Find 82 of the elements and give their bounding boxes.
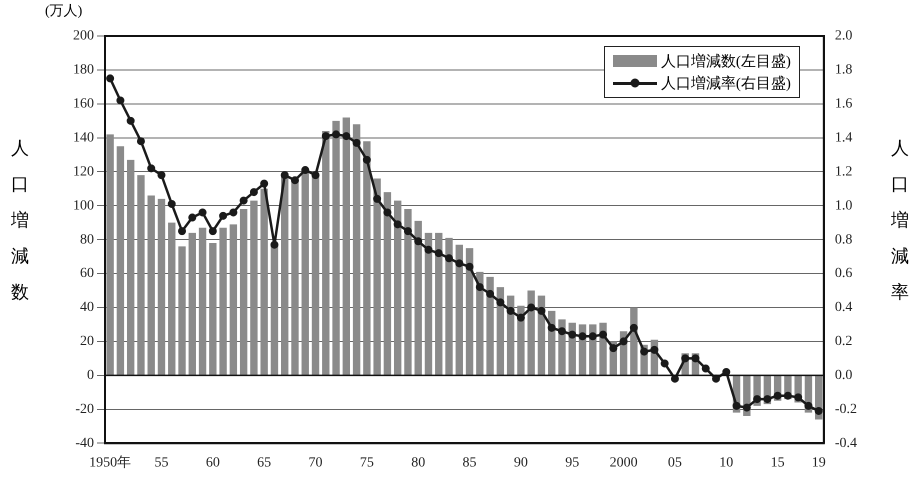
x-tick-label: 65 — [257, 455, 272, 470]
bar — [240, 209, 248, 375]
y-tick-label: -40 — [75, 436, 94, 451]
bar — [116, 146, 124, 375]
y-tick-label: 120 — [73, 164, 94, 180]
bar — [322, 131, 330, 375]
y2-tick-label: 0.8 — [834, 232, 852, 248]
bar — [456, 244, 463, 375]
bar — [394, 200, 402, 375]
y-tick-label: 200 — [73, 28, 94, 44]
bar — [332, 120, 340, 375]
bar — [476, 272, 484, 375]
x-tick-label: 95 — [565, 455, 580, 470]
bar — [435, 232, 442, 375]
y2-tick-label: 0.0 — [834, 368, 852, 384]
x-tick-label: 19 — [812, 455, 826, 470]
y-tick-label: 80 — [80, 232, 94, 248]
x-tick-label: 90 — [514, 455, 528, 470]
bar — [342, 117, 350, 375]
legend-label: 人口増減率(右目盛) — [660, 74, 791, 92]
x-tick-label: 10 — [719, 455, 734, 470]
legend-label: 人口増減数(左目盛) — [660, 52, 791, 70]
y-tick-label: 60 — [80, 266, 94, 282]
bar — [384, 192, 392, 375]
y2-tick-label: -0.2 — [834, 402, 858, 417]
bar — [466, 248, 474, 375]
bar — [538, 296, 546, 375]
bar — [219, 228, 227, 375]
bar — [424, 232, 432, 375]
bar — [496, 287, 504, 375]
bar — [178, 246, 186, 375]
bar — [106, 134, 114, 375]
x-tick-label: 2000 — [610, 455, 638, 470]
x-tick-label: 55 — [154, 455, 168, 470]
bar — [352, 124, 360, 375]
bar — [363, 141, 371, 375]
bar — [188, 232, 196, 375]
y-tick-label: 140 — [73, 130, 94, 146]
y2-tick-label: 1.4 — [834, 130, 852, 146]
bar — [158, 198, 166, 375]
x-tick-label: 75 — [360, 455, 374, 470]
x-tick-label: 70 — [308, 455, 323, 470]
y-axis-title: 人口増減数 — [10, 136, 30, 304]
x-tick-label: 05 — [668, 455, 682, 470]
bar — [137, 175, 145, 375]
bar — [506, 296, 514, 375]
x-tick-label: 60 — [206, 455, 220, 470]
x-tick-label: 85 — [462, 455, 477, 470]
bar — [230, 224, 238, 375]
bar — [148, 195, 155, 375]
x-tick-label: 15 — [770, 455, 785, 470]
y2-tick-label: 1.0 — [834, 198, 852, 214]
y-tick-label: 100 — [73, 198, 94, 214]
bar — [126, 160, 134, 375]
y2-tick-label: 0.2 — [834, 334, 852, 350]
y-tick-label: 180 — [73, 62, 94, 78]
y2-tick-label: -0.4 — [834, 436, 858, 451]
x-tick-label: 80 — [411, 455, 426, 470]
bar — [527, 290, 535, 375]
y-tick-label: 0 — [87, 368, 94, 384]
bar — [209, 242, 217, 375]
bar — [250, 200, 258, 375]
bar — [486, 276, 494, 375]
text: (万人) — [45, 3, 82, 20]
y2-tick-label: 1.8 — [834, 62, 852, 78]
y2-tick-label: 1.6 — [834, 96, 852, 112]
y2-tick-label: 0.4 — [834, 300, 852, 316]
y2-tick-label: 1.2 — [834, 164, 852, 180]
y-tick-label: 20 — [80, 334, 94, 350]
bar — [404, 209, 412, 375]
bar — [168, 222, 176, 375]
y-tick-label: 40 — [80, 300, 94, 316]
y-tick-label: -20 — [75, 402, 94, 417]
y2-axis-title: 人口増減率 — [890, 136, 910, 304]
bar — [445, 238, 453, 375]
y2-tick-label: 2.0 — [834, 28, 852, 44]
x-tick-label: 1950年 — [89, 454, 132, 470]
y2-tick-label: 0.6 — [834, 266, 852, 282]
bar — [373, 178, 381, 375]
bar — [198, 228, 206, 375]
bar — [414, 220, 422, 375]
y-tick-label: 160 — [73, 96, 94, 112]
